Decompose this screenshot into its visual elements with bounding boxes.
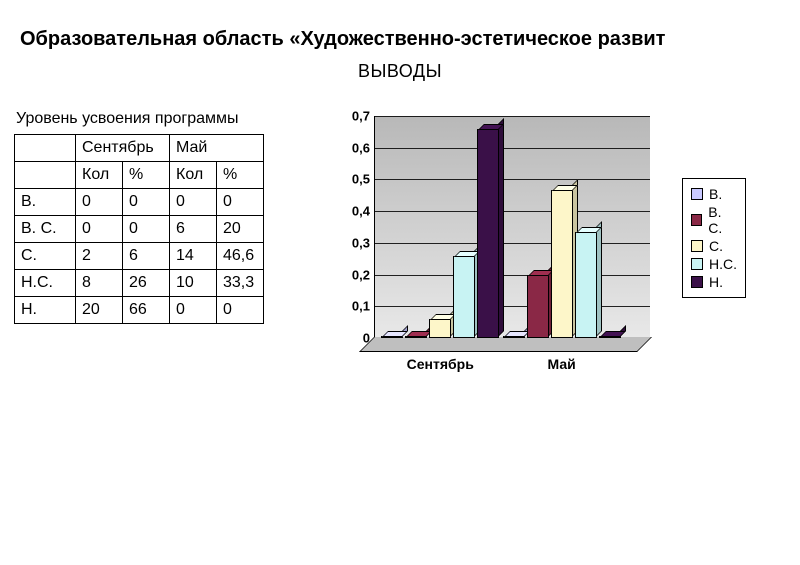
data-table: Сентябрь Май Кол % Кол % В.0000В. С.0062… <box>14 134 264 324</box>
subheader-0: Кол <box>76 162 123 189</box>
bar <box>381 336 403 338</box>
y-tick-label: 0,5 <box>352 172 370 187</box>
x-axis-label: Сентябрь <box>407 356 474 372</box>
col-period-0: Сентябрь <box>76 135 170 162</box>
subheader-1: % <box>123 162 170 189</box>
bar <box>575 232 597 338</box>
legend-item: В. С. <box>691 203 737 237</box>
subheader-3: % <box>217 162 264 189</box>
row-label: В. <box>15 189 76 216</box>
table-cell: 0 <box>217 189 264 216</box>
table-header-row-1: Сентябрь Май <box>15 135 264 162</box>
table-cell: 2 <box>76 243 123 270</box>
bar <box>429 319 451 338</box>
table-cell: 33,3 <box>217 270 264 297</box>
chart-legend: В. В. С. С. Н.С. Н. <box>682 178 746 298</box>
table-cell: 0 <box>123 216 170 243</box>
bar-group <box>381 129 499 338</box>
x-axis-label: Май <box>548 356 576 372</box>
table-cell: 0 <box>123 189 170 216</box>
legend-swatch <box>691 240 703 252</box>
table-cell: 66 <box>123 297 170 324</box>
legend-item: В. <box>691 185 737 203</box>
table-section: Уровень усвоения программы Сентябрь Май … <box>14 102 314 324</box>
col-period-1: Май <box>170 135 264 162</box>
table-cell: 10 <box>170 270 217 297</box>
legend-item: Н.С. <box>691 255 737 273</box>
table-cell: 6 <box>123 243 170 270</box>
row-label: Н. <box>15 297 76 324</box>
legend-label: В. <box>709 186 722 202</box>
y-tick-label: 0,1 <box>352 299 370 314</box>
bar <box>405 336 427 338</box>
table-cell: 0 <box>76 189 123 216</box>
y-axis: 00,10,20,30,40,50,60,7 <box>334 116 374 338</box>
table-cell: 0 <box>170 189 217 216</box>
bar <box>453 256 475 338</box>
legend-label: Н. <box>709 274 723 290</box>
bar <box>551 190 573 338</box>
legend-item: Н. <box>691 273 737 291</box>
table-row: В.0000 <box>15 189 264 216</box>
table-row: Н.206600 <box>15 297 264 324</box>
content-row: Уровень усвоения программы Сентябрь Май … <box>0 102 800 358</box>
legend-swatch <box>691 258 703 270</box>
legend-swatch <box>691 276 703 288</box>
plot-area: СентябрьМай <box>374 116 650 338</box>
legend-item: С. <box>691 237 737 255</box>
table-header-row-2: Кол % Кол % <box>15 162 264 189</box>
table-row: Н.С.8261033,3 <box>15 270 264 297</box>
y-tick-label: 0,7 <box>352 109 370 124</box>
table-cell: 0 <box>76 216 123 243</box>
row-label: С. <box>15 243 76 270</box>
table-cell: 26 <box>123 270 170 297</box>
table-cell: 14 <box>170 243 217 270</box>
table-cell: 6 <box>170 216 217 243</box>
table-cell: 0 <box>170 297 217 324</box>
plot-floor <box>359 337 652 352</box>
y-tick-label: 0,6 <box>352 140 370 155</box>
legend-label: В. С. <box>708 204 737 236</box>
bar <box>527 275 549 338</box>
legend-swatch <box>691 214 702 226</box>
subheader-2: Кол <box>170 162 217 189</box>
legend-label: С. <box>709 238 723 254</box>
grid-line <box>375 116 650 117</box>
table-cell: 8 <box>76 270 123 297</box>
table-title: Уровень усвоения программы <box>14 102 314 134</box>
table-cell: 0 <box>217 297 264 324</box>
table-row: В. С.00620 <box>15 216 264 243</box>
bar <box>477 129 499 338</box>
legend-swatch <box>691 188 703 200</box>
y-tick-label: 0,2 <box>352 267 370 282</box>
row-label: Н.С. <box>15 270 76 297</box>
row-label: В. С. <box>15 216 76 243</box>
y-tick-label: 0,3 <box>352 235 370 250</box>
table-row: С.261446,6 <box>15 243 264 270</box>
bar-group <box>503 190 621 338</box>
page-subtitle: ВЫВОДЫ <box>0 51 800 102</box>
bar <box>599 336 621 338</box>
table-cell: 46,6 <box>217 243 264 270</box>
table-cell: 20 <box>76 297 123 324</box>
y-tick-label: 0,4 <box>352 204 370 219</box>
table-cell: 20 <box>217 216 264 243</box>
bar <box>503 336 525 338</box>
legend-label: Н.С. <box>709 256 737 272</box>
chart-area: 00,10,20,30,40,50,60,7 СентябрьМай В.В. … <box>334 108 664 358</box>
page-title: Образовательная область «Художественно-э… <box>0 0 800 51</box>
